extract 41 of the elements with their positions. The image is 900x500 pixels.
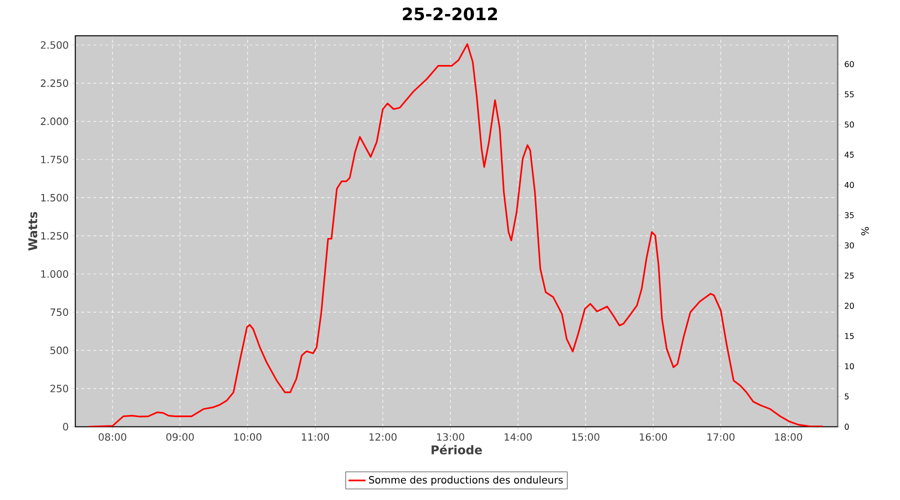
y-tick-label: 2.250 <box>40 79 68 87</box>
y2-tick-label: 10 <box>845 363 854 370</box>
x-tick-label: 08:00 <box>98 433 126 441</box>
y-tick-label: 1.250 <box>41 232 68 240</box>
y2-tick-label: 40 <box>844 182 854 188</box>
chart-title: 25-2-2012 <box>402 8 497 20</box>
y-tick-label: 0 <box>63 422 68 430</box>
y2-axis-title: % <box>861 226 869 236</box>
y2-tick-label: 60 <box>844 61 854 68</box>
x-tick-label: 16:00 <box>640 433 667 441</box>
x-tick-label: 13:00 <box>437 433 464 441</box>
y2-tick-label: 50 <box>844 121 854 128</box>
y2-tick-label: 0 <box>844 424 849 430</box>
y-tick-label: 1.500 <box>41 194 68 202</box>
y2-tick-label: 5 <box>844 393 849 400</box>
x-tick-label: 12:00 <box>370 433 397 441</box>
y-tick-label: 250 <box>50 384 68 392</box>
y2-tick-label: 30 <box>844 242 854 248</box>
line-series <box>88 43 824 427</box>
x-tick-label: 17:00 <box>707 433 735 441</box>
y-axis-title: Watts <box>28 212 38 251</box>
x-tick-label: 10:00 <box>234 433 262 441</box>
x-tick-label: 11:00 <box>302 433 329 441</box>
y-tick-label: 1.750 <box>41 156 68 164</box>
y2-tick-label: 15 <box>845 333 854 340</box>
y-tick-label: 500 <box>50 346 68 354</box>
x-tick-label: 14:00 <box>504 433 532 441</box>
y-tick-label: 2.500 <box>40 41 68 49</box>
x-axis-title: Période <box>432 444 482 454</box>
y2-tick-label: 35 <box>844 212 854 218</box>
x-tick-label: 15:00 <box>572 433 600 441</box>
y-tick-label: 2.000 <box>40 118 68 126</box>
legend-label: Somme des productions des onduleurs <box>369 476 563 486</box>
x-tick-label: 09:00 <box>166 433 194 441</box>
y2-tick-label: 55 <box>844 91 854 98</box>
y2-tick-label: 20 <box>844 302 854 309</box>
x-tick-label: 18:00 <box>775 433 802 441</box>
y2-tick-label: 25 <box>844 272 854 279</box>
y-tick-label: 1.000 <box>41 270 68 278</box>
y2-tick-label: 45 <box>844 152 854 158</box>
y-tick-label: 750 <box>50 308 68 316</box>
